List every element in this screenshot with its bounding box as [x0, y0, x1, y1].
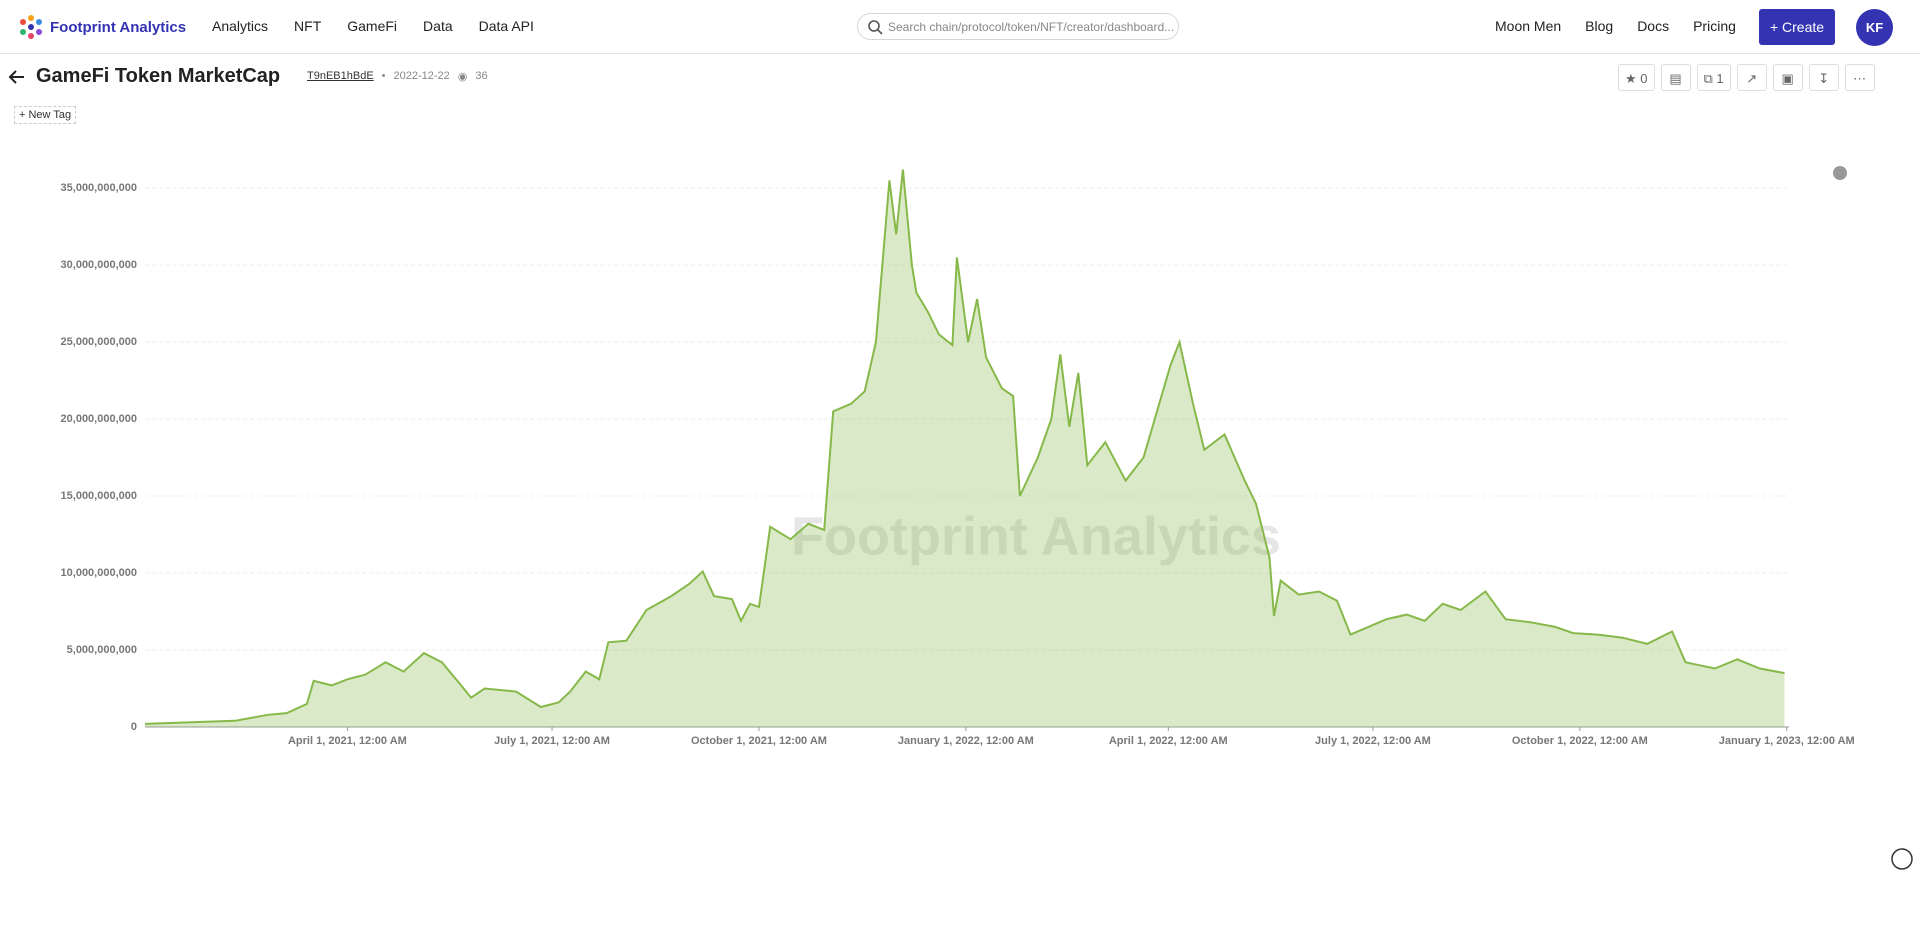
x-tick-label: July 1, 2021, 12:00 AM: [494, 735, 610, 747]
download-button[interactable]: ↧: [1808, 64, 1839, 91]
nav-link[interactable]: Data: [423, 18, 453, 34]
navbar: Footprint Analytics Analytics NFT GameFi Da…: [0, 0, 1920, 54]
y-tick-label: 20,000,000,000: [61, 413, 137, 425]
area-line: [144, 169, 1785, 725]
brand[interactable]: Footprint Analytics: [18, 14, 186, 40]
new-tag[interactable]: + New Tag: [14, 106, 77, 124]
watermark: Footprint Analytics: [791, 506, 1281, 566]
y-tick-label: 10,000,000,000: [61, 567, 137, 579]
nav-link[interactable]: Moon Men: [1495, 18, 1562, 34]
nav-link[interactable]: Blog: [1585, 18, 1614, 34]
x-tick-label: October 1, 2021, 12:00 AM: [691, 735, 827, 747]
nav-link[interactable]: NFT: [294, 18, 322, 34]
info-icon[interactable]: [1833, 166, 1847, 180]
brand-name: Footprint Analytics: [50, 18, 187, 36]
x-tick-label: January 1, 2023, 12:00 AM: [1719, 735, 1855, 747]
views: 36: [475, 70, 488, 82]
help-icon[interactable]: [1891, 848, 1913, 870]
search-box[interactable]: Search chain/protocol/token/NFT/creator/…: [857, 13, 1179, 40]
search-icon: [868, 20, 883, 35]
back-arrow[interactable]: [8, 68, 26, 86]
star-button[interactable]: ★ 0: [1618, 64, 1655, 91]
y-tick-label: 25,000,000,000: [61, 336, 137, 348]
date: 2022-12-22: [393, 70, 450, 82]
page-title: GameFi Token MarketCap: [36, 65, 281, 87]
nav-link[interactable]: GameFi: [347, 18, 398, 34]
chart: Footprint Analytics 0 5,000,000,000 10,000…: [61, 166, 1913, 870]
creator-id[interactable]: T9nEB1hBdE: [307, 70, 374, 82]
new-tag-label: New Tag: [28, 109, 72, 121]
x-tick-label: October 1, 2022, 12:00 AM: [1512, 735, 1648, 747]
y-tick-label: 35,000,000,000: [61, 182, 137, 194]
y-tick-label: 15,000,000,000: [61, 490, 137, 502]
x-tick-label: April 1, 2022, 12:00 AM: [1109, 735, 1228, 747]
logo: [20, 15, 42, 39]
y-tick-label: 0: [131, 721, 137, 733]
separator: •: [381, 70, 386, 82]
avatar[interactable]: KF: [1856, 9, 1893, 46]
star-count: 0: [1640, 71, 1648, 86]
share-button[interactable]: ↗: [1736, 64, 1767, 91]
create-label: Create: [1782, 19, 1825, 35]
nav-links: Analytics NFT GameFi Data Data API: [212, 18, 534, 34]
x-tick-label: July 1, 2022, 12:00 AM: [1315, 735, 1431, 747]
y-tick-label: 5,000,000,000: [67, 644, 137, 656]
create-button[interactable]: + Create: [1759, 9, 1835, 45]
meta: T9nEB1hBdE • 2022-12-22 ◉ 36: [307, 70, 488, 83]
more-button[interactable]: ⋯: [1844, 64, 1875, 91]
nav-link[interactable]: Analytics: [212, 18, 269, 34]
table-button[interactable]: ▤: [1660, 64, 1691, 91]
eye-icon: ◉: [457, 71, 468, 83]
copy-button[interactable]: ⧉ 1: [1696, 64, 1731, 91]
nav-link[interactable]: Data API: [478, 18, 534, 34]
x-tick-label: April 1, 2021, 12:00 AM: [288, 735, 407, 747]
search-placeholder: Search chain/protocol/token/NFT/creator/…: [888, 20, 1175, 34]
area-fill: [145, 169, 1785, 728]
snapshot-button[interactable]: ▣: [1772, 64, 1803, 91]
y-tick-label: 30,000,000,000: [61, 259, 137, 271]
right-links: Moon Men Blog Docs Pricing: [1495, 18, 1736, 34]
copy-count: 1: [1716, 71, 1724, 86]
nav-link[interactable]: Docs: [1637, 18, 1670, 34]
x-tick-label: January 1, 2022, 12:00 AM: [898, 735, 1034, 747]
toolbar: ★ 0 ▤ ⧉ 1 ↗ ▣ ↧ ⋯: [1618, 64, 1875, 91]
nav-link[interactable]: Pricing: [1693, 18, 1736, 34]
